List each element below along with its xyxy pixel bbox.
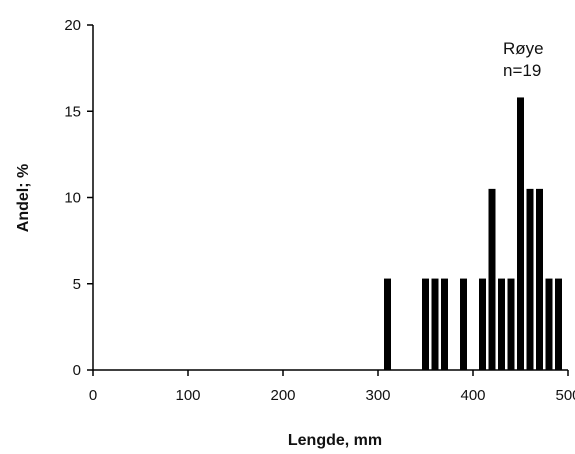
bar-470 <box>536 188 543 370</box>
y-tick-label: 20 <box>64 17 81 34</box>
x-axis-title: Lengde, mm <box>288 432 382 449</box>
bar-410 <box>479 278 486 370</box>
y-tick-label: 5 <box>73 276 81 293</box>
bar-480 <box>545 278 553 370</box>
bar-440 <box>507 278 515 370</box>
bar-310 <box>384 278 391 370</box>
bar-390 <box>460 278 467 370</box>
y-tick-label: 0 <box>73 362 81 379</box>
bar-360 <box>431 278 439 370</box>
x-ticks: 0 100 200 300 400 500 <box>89 370 575 404</box>
bar-370 <box>441 278 448 370</box>
bars-group <box>384 97 562 370</box>
bar-430 <box>498 278 505 370</box>
x-tick-label: 400 <box>460 387 485 404</box>
bar-420 <box>488 188 496 370</box>
x-tick-label: 500 <box>555 387 575 404</box>
x-tick-label: 300 <box>365 387 390 404</box>
bar-450 <box>517 97 524 370</box>
bar-350 <box>422 278 429 370</box>
x-tick-label: 100 <box>175 387 200 404</box>
species-annotation: Røye <box>503 39 544 58</box>
bar-490 <box>555 278 562 370</box>
x-tick-label: 0 <box>89 387 97 404</box>
bar-460 <box>526 188 534 370</box>
y-ticks: 0 5 10 15 20 <box>64 17 93 379</box>
y-tick-label: 10 <box>64 190 81 207</box>
sample-size-annotation: n=19 <box>503 61 541 80</box>
y-tick-label: 15 <box>64 103 81 120</box>
y-axis-title: Andel; % <box>15 164 32 232</box>
x-tick-label: 200 <box>270 387 295 404</box>
